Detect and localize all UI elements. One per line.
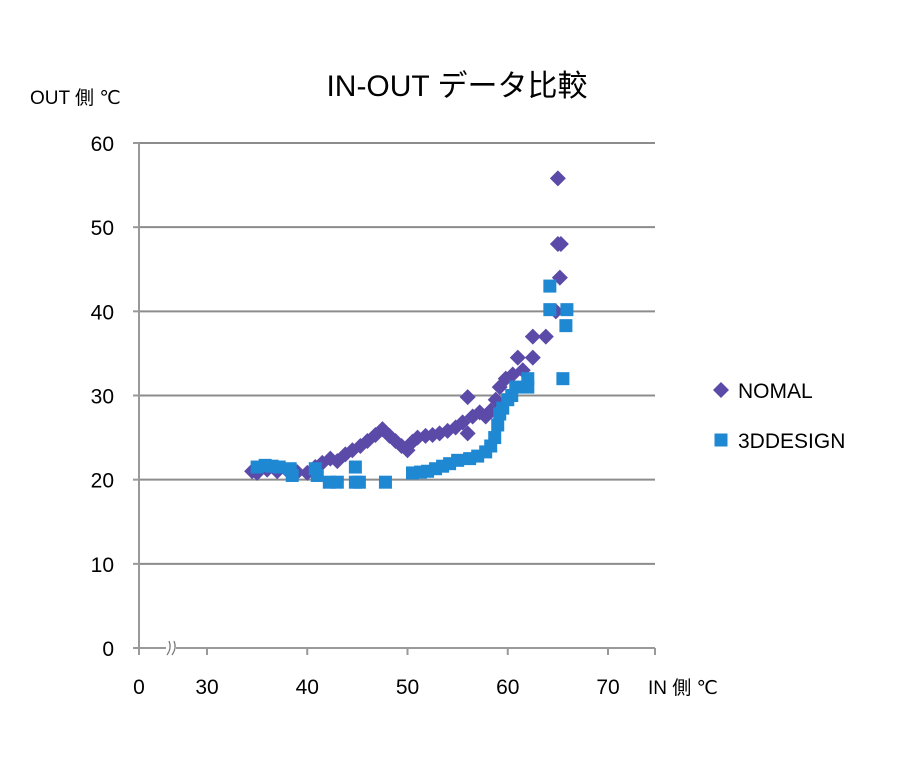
- data-point: [552, 236, 569, 252]
- legend-marker: [713, 382, 729, 398]
- y-axis-title: OUT 側 ℃: [30, 87, 121, 109]
- data-point: [524, 328, 541, 345]
- data-point: [348, 460, 362, 474]
- data-point: [459, 389, 476, 406]
- x-tick-label: 70: [596, 676, 619, 699]
- x-axis-title: IN 側 ℃: [648, 677, 718, 699]
- y-tick-label: 20: [91, 470, 114, 493]
- data-point: [451, 453, 465, 467]
- data-point: [459, 425, 476, 442]
- data-point: [537, 328, 554, 345]
- data-point: [524, 349, 541, 366]
- data-point: [272, 460, 286, 474]
- y-tick-label: 40: [91, 301, 114, 324]
- data-point: [559, 319, 573, 333]
- legend: NOMAL 3DDESIGN: [713, 380, 845, 453]
- data-point: [521, 372, 535, 386]
- gridlines: [139, 142, 655, 565]
- data-point: [378, 475, 392, 489]
- data-point: [352, 475, 366, 489]
- data-point: [285, 468, 299, 482]
- legend-item-nomal: NOMAL: [713, 380, 813, 403]
- data-point: [560, 303, 574, 317]
- x-tick-label: 0: [133, 676, 145, 699]
- axis-break-marker: [166, 640, 176, 656]
- series-3ddesign: [250, 279, 574, 489]
- legend-label: 3DDESIGN: [738, 430, 845, 453]
- series-nomal: [244, 170, 569, 481]
- chart-title: IN-OUT データ比較: [326, 70, 587, 103]
- y-tick-label: 50: [91, 217, 114, 240]
- legend-marker: [714, 433, 728, 447]
- legend-label: NOMAL: [738, 380, 813, 403]
- x-tick-label: 60: [496, 676, 519, 699]
- data-point: [491, 418, 505, 432]
- y-tick-label: 60: [91, 133, 114, 156]
- tick-labels: 0 10 20 30 40 50 60 0 30 40 50 60 70: [91, 133, 620, 699]
- data-point: [543, 303, 557, 317]
- data-point: [509, 380, 523, 394]
- x-tick-label: 50: [396, 676, 419, 699]
- x-tick-label: 40: [296, 676, 319, 699]
- data-point: [556, 372, 570, 386]
- y-tick-label: 30: [91, 386, 114, 409]
- data-point: [509, 349, 526, 366]
- data-point: [488, 431, 502, 445]
- legend-item-3ddesign: 3DDESIGN: [714, 430, 845, 453]
- y-tick-label: 10: [91, 554, 114, 577]
- data-points: [244, 170, 574, 489]
- data-point: [310, 468, 324, 482]
- x-tick-label: 30: [195, 676, 218, 699]
- data-point: [543, 279, 557, 293]
- data-point: [330, 475, 344, 489]
- axes: [133, 142, 656, 656]
- data-point: [549, 170, 566, 187]
- y-tick-label: 0: [102, 638, 114, 661]
